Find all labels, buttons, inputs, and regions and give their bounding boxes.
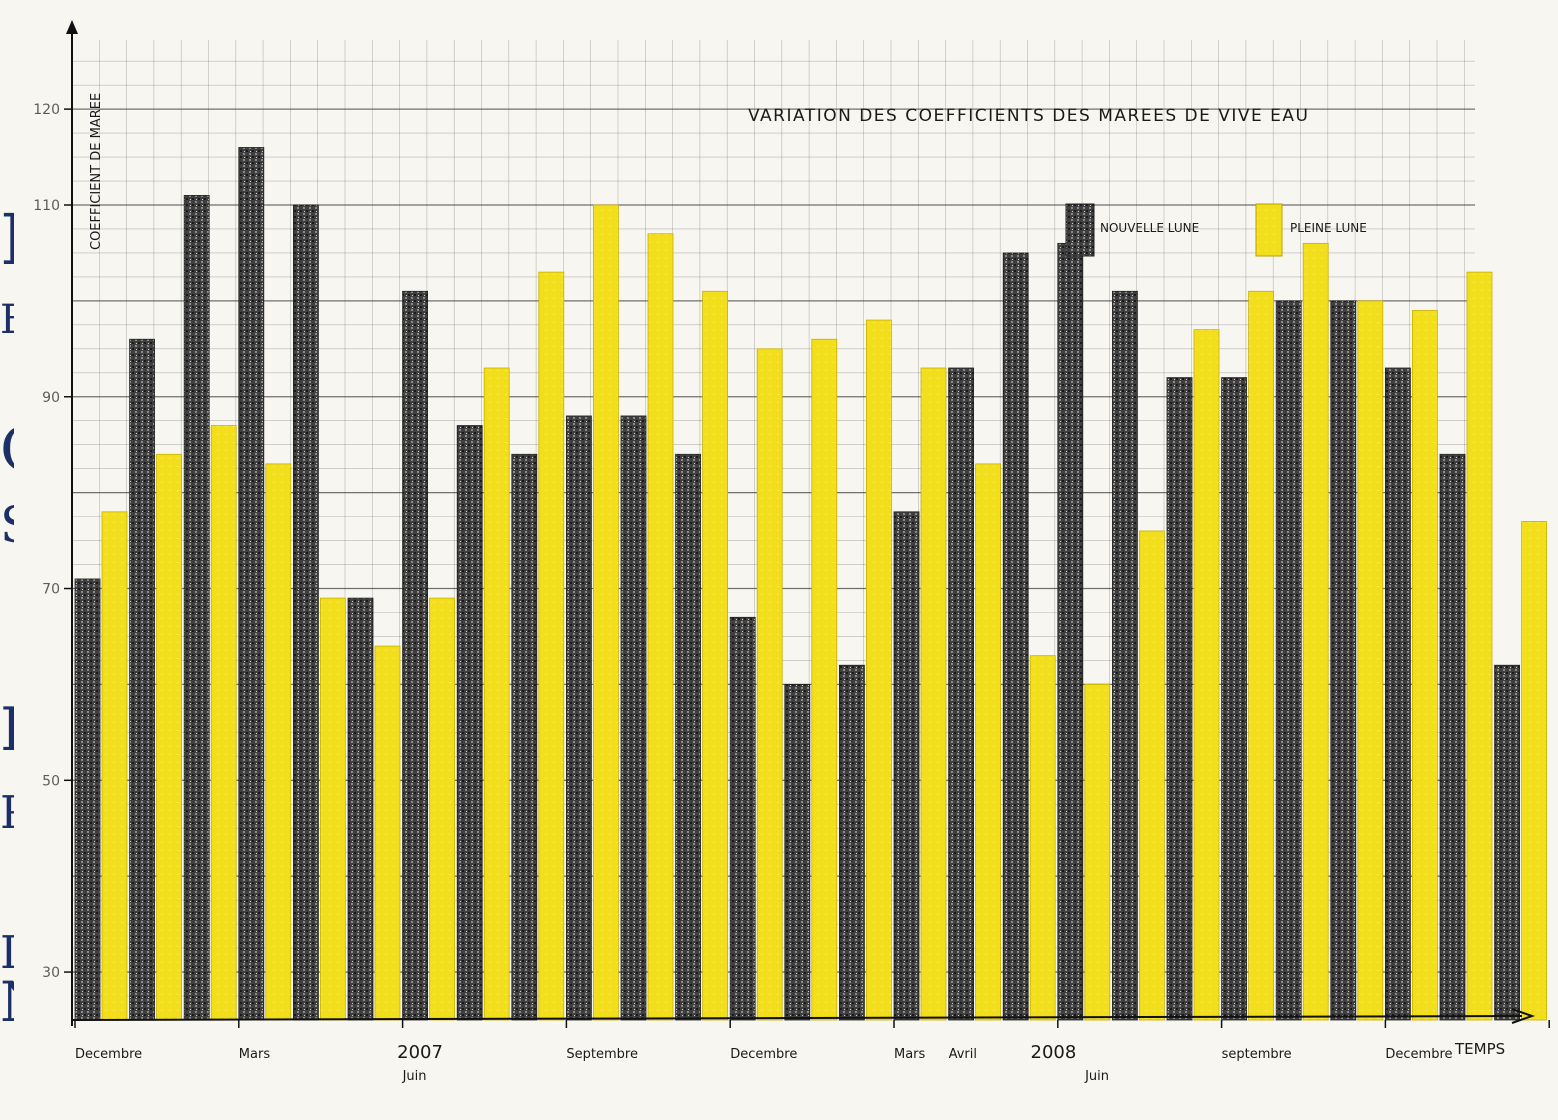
bar-nouvelle-lune-16 xyxy=(948,367,974,1021)
bar-pleine-lune-1 xyxy=(156,453,183,1021)
legend-swatch-nouvelle-lune xyxy=(1065,203,1095,257)
bar-nouvelle-lune-8 xyxy=(511,453,538,1021)
x-label: Avril xyxy=(949,1047,977,1062)
y-axis-label: COEFFICIENT DE MAREE xyxy=(89,93,104,250)
bar-nouvelle-lune-25 xyxy=(1439,453,1466,1021)
y-tick-label: 30 xyxy=(42,965,60,981)
bar-pleine-lune-18 xyxy=(1084,684,1111,1021)
edge-fragment: I xyxy=(0,700,14,760)
bar-nouvelle-lune-2 xyxy=(183,195,210,1021)
bar-nouvelle-lune-9 xyxy=(566,415,592,1021)
bar-nouvelle-lune-19 xyxy=(1112,290,1138,1021)
bar-pleine-lune-26 xyxy=(1521,521,1547,1021)
bar-pleine-lune-23 xyxy=(1357,300,1384,1021)
x-axis-label: TEMPS xyxy=(1454,1040,1505,1058)
x-label: 2007 xyxy=(397,1042,443,1063)
bar-pleine-lune-19 xyxy=(1139,530,1165,1021)
bar-pleine-lune-0 xyxy=(101,511,128,1021)
bar-nouvelle-lune-15 xyxy=(893,511,920,1021)
edge-fragment: I xyxy=(0,205,14,275)
bar-pleine-lune-8 xyxy=(538,271,565,1021)
bar-pleine-lune-16 xyxy=(975,463,1001,1021)
bar-nouvelle-lune-13 xyxy=(784,684,811,1021)
edge-fragment: P xyxy=(0,790,14,835)
x-label: Decembre xyxy=(730,1047,797,1062)
x-label: Mars xyxy=(894,1047,926,1062)
edge-fragment: N xyxy=(0,975,14,1030)
bar-pleine-lune-17 xyxy=(1029,655,1056,1021)
bar-nouvelle-lune-17 xyxy=(1002,252,1029,1021)
bar-pleine-lune-13 xyxy=(811,338,838,1021)
bar-pleine-lune-10 xyxy=(647,233,674,1021)
x-label: 2008 xyxy=(1031,1042,1077,1063)
bar-nouvelle-lune-1 xyxy=(129,338,156,1021)
bars xyxy=(74,147,1547,1021)
bar-nouvelle-lune-14 xyxy=(839,664,865,1021)
x-label: Juin xyxy=(402,1069,427,1084)
bar-pleine-lune-20 xyxy=(1193,329,1220,1021)
y-tick-label: 90 xyxy=(42,390,60,406)
bar-nouvelle-lune-5 xyxy=(347,597,374,1021)
bar-pleine-lune-7 xyxy=(483,367,510,1021)
y-tick-label: 50 xyxy=(42,773,60,789)
legend: NOUVELLE LUNE PLEINE LUNE xyxy=(1065,203,1367,257)
bar-pleine-lune-24 xyxy=(1412,310,1438,1021)
bar-nouvelle-lune-26 xyxy=(1494,664,1520,1021)
bar-nouvelle-lune-0 xyxy=(74,578,101,1021)
bar-pleine-lune-4 xyxy=(319,597,346,1021)
bar-nouvelle-lune-20 xyxy=(1166,377,1193,1021)
bar-pleine-lune-5 xyxy=(374,645,401,1021)
bar-pleine-lune-9 xyxy=(593,204,619,1021)
x-axis-arrow xyxy=(1511,1008,1536,1024)
edge-fragment: C xyxy=(0,420,14,480)
bar-nouvelle-lune-18 xyxy=(1057,242,1084,1021)
bar-nouvelle-lune-3 xyxy=(238,147,265,1021)
labels: 30 50 70 90 110 120 COEFFICIENT DE MAREE VARIAT… xyxy=(33,93,1505,1084)
legend-label-nouvelle-lune: NOUVELLE LUNE xyxy=(1100,221,1199,235)
edge-fragment: S xyxy=(0,500,14,550)
y-tick-label: 110 xyxy=(33,198,60,214)
edge-fragment: E xyxy=(0,300,14,340)
axes xyxy=(64,20,1550,1028)
y-tick-label: 70 xyxy=(42,582,60,598)
bar-nouvelle-lune-10 xyxy=(620,415,647,1021)
bar-nouvelle-lune-12 xyxy=(729,616,756,1021)
bar-pleine-lune-22 xyxy=(1302,242,1329,1021)
x-axis xyxy=(71,1015,1523,1021)
bar-nouvelle-lune-23 xyxy=(1330,300,1357,1021)
bar-nouvelle-lune-4 xyxy=(292,204,319,1021)
legend-label-pleine-lune: PLEINE LUNE xyxy=(1290,221,1367,235)
bar-pleine-lune-14 xyxy=(866,319,892,1021)
bar-pleine-lune-25 xyxy=(1466,271,1493,1021)
bar-nouvelle-lune-11 xyxy=(675,453,701,1021)
x-label: septembre xyxy=(1222,1047,1292,1062)
bar-pleine-lune-15 xyxy=(920,367,947,1021)
bar-pleine-lune-21 xyxy=(1248,290,1274,1021)
bar-nouvelle-lune-22 xyxy=(1275,300,1302,1021)
bar-pleine-lune-12 xyxy=(756,348,783,1021)
bar-pleine-lune-11 xyxy=(702,290,728,1021)
x-label: Decembre xyxy=(75,1047,142,1062)
bar-pleine-lune-2 xyxy=(210,425,237,1021)
bar-pleine-lune-6 xyxy=(429,597,456,1021)
bar-nouvelle-lune-6 xyxy=(402,290,429,1021)
y-tick-label: 120 xyxy=(33,102,60,118)
bar-nouvelle-lune-7 xyxy=(456,425,483,1021)
y-axis-arrow xyxy=(66,20,78,34)
x-label: Juin xyxy=(1084,1069,1109,1084)
edge-fragment: I xyxy=(0,930,14,975)
x-label: Decembre xyxy=(1385,1047,1452,1062)
bar-nouvelle-lune-21 xyxy=(1221,377,1247,1021)
legend-swatch-pleine-lune xyxy=(1255,203,1283,257)
chart-title: VARIATION DES COEFFICIENTS DES MAREES DE… xyxy=(748,106,1310,126)
x-label: Septembre xyxy=(566,1047,638,1062)
bar-pleine-lune-3 xyxy=(265,463,292,1021)
bar-nouvelle-lune-24 xyxy=(1385,367,1411,1021)
x-label: Mars xyxy=(239,1047,271,1062)
